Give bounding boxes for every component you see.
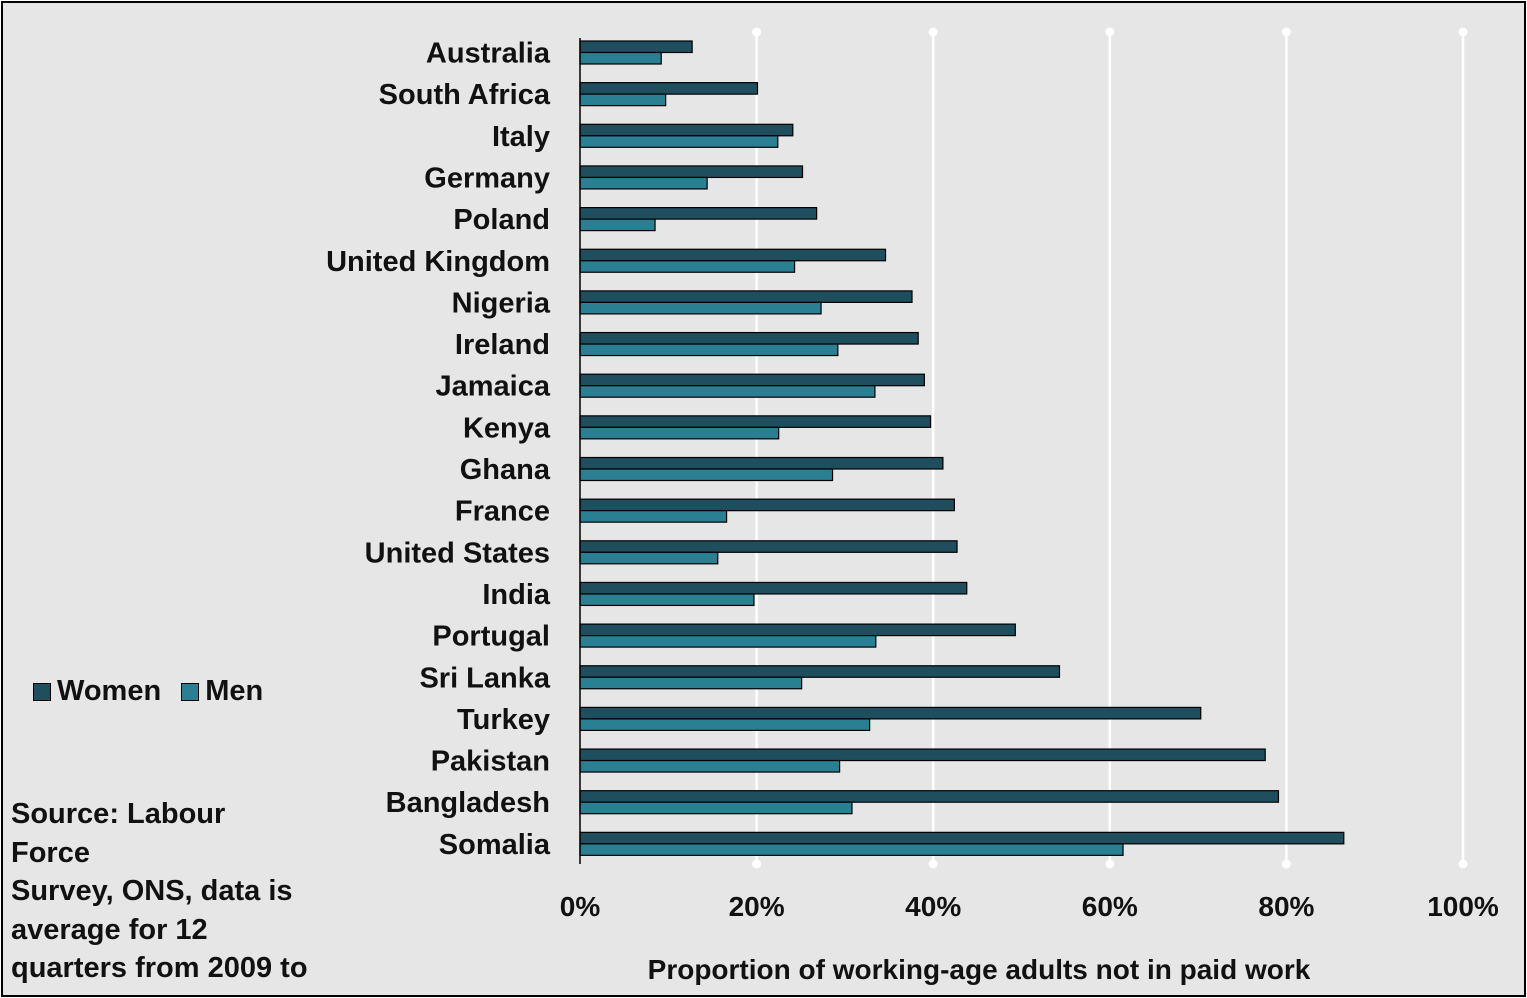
x-tick-label: 80% [1258,891,1314,922]
bars [579,40,1345,856]
category-label: Italy [492,121,550,153]
bar-women-kenya [579,415,932,428]
bar-women-sri-lanka [579,665,1061,678]
gridlines [752,27,1468,869]
gridline-cap [1281,27,1291,37]
legend: Women Men [33,675,283,708]
gridline-cap [928,27,938,37]
bar-men-nigeria [579,301,822,315]
bar-men-south-africa [579,93,667,107]
bar-men-india [579,593,755,607]
category-label: Kenya [463,412,551,444]
x-tick-label: 20% [729,891,785,922]
bar-men-united-states [579,551,719,565]
x-tick-label: 0% [560,891,601,922]
category-label: Pakistan [431,746,550,778]
women-swatch [33,682,51,701]
bar-women-germany [579,165,804,179]
bar-men-germany [579,176,708,190]
x-tick-label: 60% [1082,891,1138,922]
category-label: United States [365,537,550,569]
bar-women-india [579,581,968,595]
source-line: Survey, ONS, data is [11,875,293,907]
legend-men-label: Men [205,675,264,707]
gridline-cap [1458,859,1468,869]
category-label: Australia [426,38,551,70]
category-label: Turkey [457,704,550,736]
category-label: Portugal [432,621,550,653]
bar-women-italy [579,123,794,137]
gridline-cap [752,859,762,869]
category-label: United Kingdom [326,246,550,278]
bar-men-italy [579,135,779,148]
category-label: Jamaica [436,371,551,403]
bar-women-portugal [579,623,1016,637]
bar-men-bangladesh [579,801,853,815]
bar-men-portugal [579,634,877,648]
category-label: India [482,579,551,611]
bar-women-bangladesh [579,790,1280,803]
bar-women-australia [579,40,693,54]
legend-women-label: Women [57,675,162,707]
category-label: South Africa [379,79,551,111]
men-swatch [181,682,200,701]
x-tick-label: 100% [1427,891,1499,922]
category-label: Bangladesh [386,787,550,819]
source-line: average for 12 [11,913,208,946]
bar-men-sri-lanka [579,676,803,690]
bar-men-jamaica [579,385,876,398]
category-label: Sri Lanka [419,662,550,694]
bar-chart: Australia South Africa Italy Germany Poland U… [326,27,1499,985]
category-label: Ireland [455,329,550,361]
source-note: Source: Labour Force Survey, ONS, data i… [11,795,311,996]
category-labels: Australia South Africa Italy Germany Poland U… [326,38,551,861]
bar-women-france [579,498,955,512]
gridline-cap [1458,27,1468,37]
gridline-cap [1105,859,1115,869]
bar-women-united-kingdom [579,248,887,262]
bar-women-ghana [579,456,944,470]
gridline-cap [1281,859,1291,869]
legend-item-men: Men [181,675,263,708]
bar-women-south-africa [579,82,759,95]
x-tick-labels: 0% 20% 40% 60% 80% 100% [560,891,1499,922]
x-axis-title: Proportion of working-age adults not in … [648,954,1311,985]
bar-men-ghana [579,468,834,482]
category-label: Ghana [460,454,551,486]
category-label: Germany [424,162,550,194]
bar-men-poland [579,218,656,232]
gridline-cap [752,27,762,37]
gridline-cap [1105,27,1115,37]
bar-men-france [579,510,728,523]
bar-women-somalia [579,831,1345,845]
category-label: Nigeria [452,287,551,319]
bar-women-ireland [579,331,919,345]
bar-men-united-kingdom [579,260,796,273]
bar-men-pakistan [579,759,841,773]
bar-women-poland [579,207,818,220]
bar-men-ireland [579,343,839,357]
category-label: Poland [453,204,550,236]
bar-women-nigeria [579,290,913,303]
bar-women-jamaica [579,373,925,387]
x-tick-label: 40% [905,891,961,922]
category-label: France [455,496,550,528]
legend-item-women: Women [33,675,161,708]
bar-men-australia [579,51,662,65]
gridline-cap [928,859,938,869]
bar-women-turkey [579,706,1202,720]
bar-men-turkey [579,718,871,732]
bar-men-kenya [579,426,780,440]
bar-women-pakistan [579,748,1266,762]
category-label: Somalia [439,829,551,861]
bar-women-united-states [579,540,958,553]
bar-men-somalia [579,843,1124,856]
source-line: Source: Labour Force [11,798,226,869]
source-line: quarters from 2009 to [11,952,308,984]
source-line: 2011 [11,988,311,996]
